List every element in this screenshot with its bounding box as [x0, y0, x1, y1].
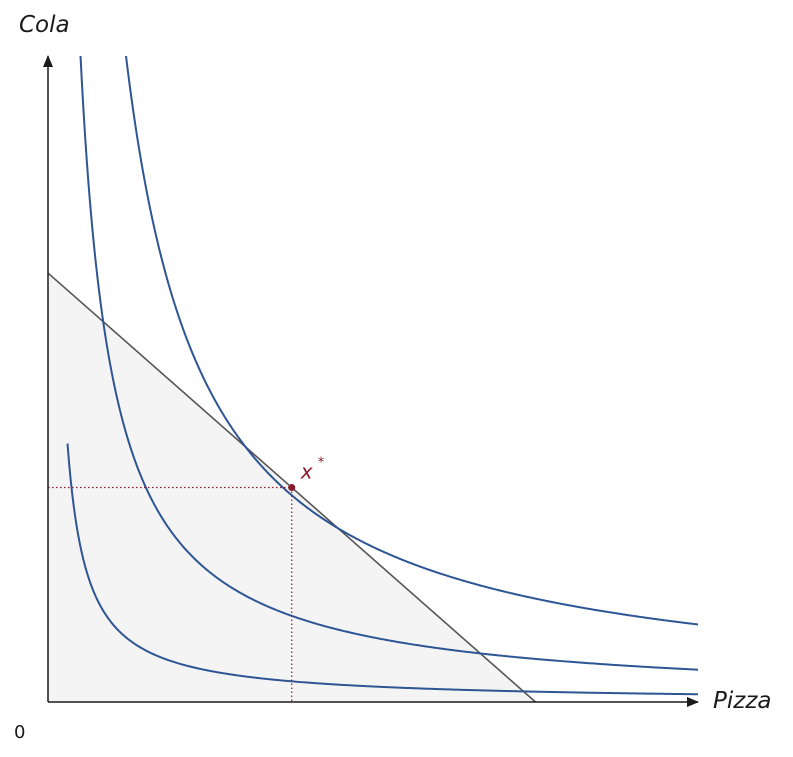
optimum-point — [288, 484, 296, 492]
indifference-curve-2 — [79, 56, 698, 671]
annotation-layer: x * — [300, 456, 325, 484]
optimum-label-superscript: * — [318, 456, 325, 471]
y-axis-label: Cola — [19, 12, 70, 38]
optimum-label: x — [300, 460, 313, 484]
plot-area — [47, 56, 698, 703]
origin-label: 0 — [14, 722, 25, 743]
indifference-curve-1 — [66, 443, 698, 696]
x-axis-label: Pizza — [713, 688, 772, 714]
indifference-curves — [66, 56, 698, 696]
indifference-curve-3 — [124, 56, 698, 626]
